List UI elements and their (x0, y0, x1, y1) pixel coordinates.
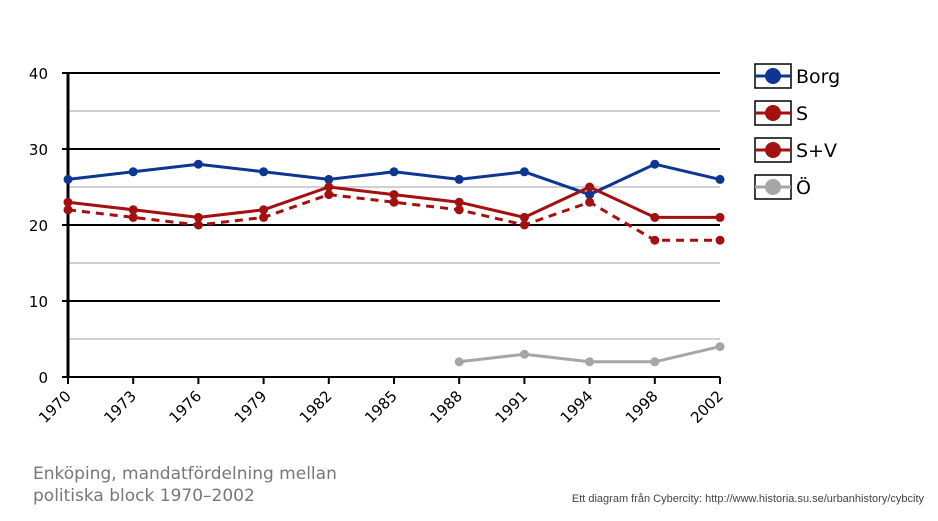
legend-item-S+V: S+V (754, 137, 837, 163)
data-point (63, 174, 73, 184)
y-tick-label: 20 (29, 217, 48, 235)
legend-label: S (796, 103, 808, 125)
data-point (650, 357, 660, 367)
credit-text: Ett diagram från Cybercity: http://www.h… (571, 493, 924, 505)
x-tick-labels: 1970 1973 1976 1979 1982 1985 1988 1991 1994 1998… (35, 387, 727, 427)
y-tick-label: 10 (29, 293, 48, 311)
data-point (389, 197, 399, 207)
data-point (585, 182, 595, 192)
x-tick-label: 1973 (100, 387, 140, 427)
data-point (585, 197, 595, 207)
x-tick-label: 1994 (557, 387, 597, 427)
y-tick-label: 40 (29, 65, 48, 83)
x-tick-label: 1998 (622, 387, 662, 427)
data-point (324, 174, 334, 184)
data-point (128, 205, 138, 215)
data-point (324, 190, 334, 200)
data-point (259, 212, 269, 222)
x-tick-label: 1982 (296, 387, 336, 427)
series-Borg (63, 159, 725, 200)
legend: Borg S S+V Ö (754, 63, 840, 200)
legend-marker (765, 68, 781, 84)
x-tick-label: 1976 (165, 387, 205, 427)
data-point (650, 212, 660, 222)
data-point (324, 182, 334, 192)
data-point (63, 197, 73, 207)
data-point (389, 190, 399, 200)
series-S (63, 190, 725, 245)
data-point (193, 212, 203, 222)
x-tick-label: 1991 (491, 387, 531, 427)
y-tick-labels: 0 10 20 30 40 (29, 65, 48, 387)
data-point (650, 159, 660, 169)
data-point (454, 174, 464, 184)
grid-lines (68, 72, 720, 340)
data-point (454, 205, 464, 215)
series-Ö (454, 342, 725, 367)
data-point (585, 357, 595, 367)
axes (62, 72, 721, 384)
legend-marker (765, 105, 781, 121)
data-point (585, 190, 595, 200)
data-point (193, 159, 203, 169)
data-point (259, 167, 269, 177)
data-point (389, 167, 399, 177)
series-S+V (63, 182, 725, 222)
x-tick-label: 2002 (687, 387, 727, 427)
data-point (193, 220, 203, 230)
legend-item-Borg: Borg (754, 63, 840, 89)
legend-marker (765, 142, 781, 158)
data-point (715, 174, 725, 184)
data-point (519, 220, 529, 230)
x-tick-label: 1988 (426, 387, 466, 427)
legend-label: S+V (796, 140, 837, 162)
x-tick-label: 1979 (231, 387, 271, 427)
legend-label: Ö (796, 176, 811, 199)
legend-marker (765, 179, 781, 195)
y-tick-label: 0 (38, 369, 48, 387)
data-point (259, 205, 269, 215)
x-tick-label: 1985 (361, 387, 401, 427)
series-group (63, 159, 725, 367)
data-point (519, 349, 529, 359)
data-point (519, 212, 529, 222)
x-tick-label: 1970 (35, 387, 75, 427)
y-tick-label: 30 (29, 141, 48, 159)
data-point (715, 212, 725, 222)
legend-item-S: S (754, 100, 808, 126)
data-point (128, 167, 138, 177)
data-point (454, 357, 464, 367)
chart-caption: Enköping, mandatfördelning mellan politi… (33, 464, 337, 506)
data-point (63, 205, 73, 215)
data-point (715, 235, 725, 245)
data-point (454, 197, 464, 207)
legend-label: Borg (796, 66, 840, 88)
data-point (715, 342, 725, 352)
data-point (519, 167, 529, 177)
legend-item-Ö: Ö (754, 174, 811, 200)
data-point (650, 235, 660, 245)
data-point (128, 212, 138, 222)
